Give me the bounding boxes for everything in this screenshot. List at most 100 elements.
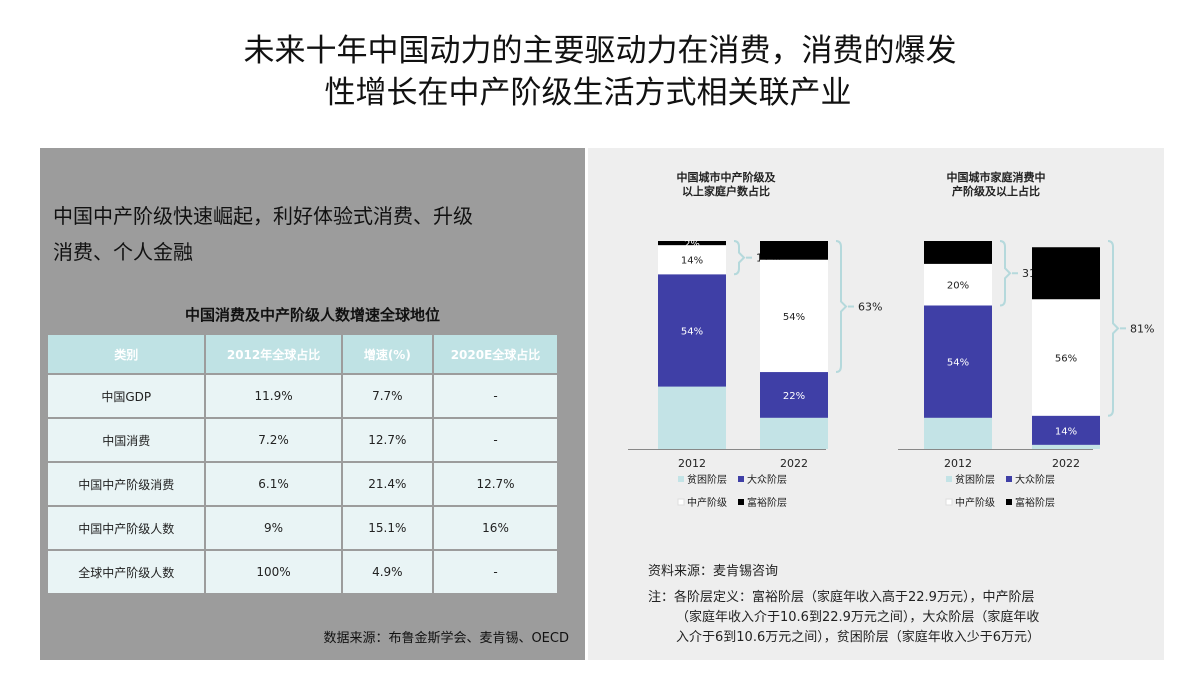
data-label: 14% [1055, 426, 1077, 437]
table-cell: 12.7% [434, 463, 557, 505]
slide-title: 未来十年中国动力的主要驱动力在消费，消费的爆发 性增长在中产阶级生活方式相关联产… [0, 30, 1200, 114]
legend-label: 贫困阶层 [687, 473, 727, 486]
legend-swatch [1006, 499, 1012, 505]
left-panel: 中国中产阶级快速崛起，利好体验式消费、升级 消费、个人金融 中国消费及中产阶级人… [40, 148, 585, 660]
legend-swatch [678, 476, 684, 482]
header-2012-share: 2012年全球占比 [206, 335, 341, 373]
legend-label: 大众阶层 [747, 473, 787, 486]
bar-segment [924, 263, 992, 306]
category-label: 2012 [678, 457, 706, 470]
bar-segment [924, 241, 992, 264]
chart-title: 中国城市家庭消费中 [947, 170, 1046, 184]
header-2020e-share: 2020E全球占比 [434, 335, 557, 373]
table-cell: 21.4% [342, 463, 433, 505]
table-source: 数据来源：布鲁金斯学会、麦肯锡、OECD [323, 631, 569, 646]
table-row: 全球中产阶级人数 100% 4.9% - [48, 551, 557, 593]
table-cell: 100% [206, 551, 341, 593]
legend-label: 贫困阶层 [955, 473, 995, 486]
table-cell: - [434, 375, 557, 417]
intro-text: 中国中产阶级快速崛起，利好体验式消费、升级 消费、个人金融 [53, 198, 573, 270]
table-cell: 12.7% [342, 419, 433, 461]
table-cell: 15.1% [342, 507, 433, 549]
bar-segment [1032, 247, 1100, 300]
title-line-1: 未来十年中国动力的主要驱动力在消费，消费的爆发 [243, 33, 957, 69]
table-cell: - [434, 551, 557, 593]
bar-segment [658, 245, 726, 275]
category-label: 2012 [944, 457, 972, 470]
category-label: 2022 [1052, 457, 1080, 470]
legend-label: 富裕阶层 [747, 496, 787, 509]
bar-segment [1032, 299, 1100, 416]
header-category: 类别 [48, 335, 205, 373]
data-label: 54% [783, 312, 805, 323]
bar-segment [658, 241, 726, 246]
legend-label: 大众阶层 [1015, 473, 1055, 486]
bracket-label: 81% [1130, 322, 1154, 335]
table-cell: 7.2% [206, 419, 341, 461]
note-line-3: 入介于6到10.6万元之间），贫困阶层（家庭年收入少于6万元） [676, 630, 1040, 645]
table-cell: 中国GDP [48, 375, 205, 417]
stacked-bar-charts: 中国城市中产阶级及以上家庭户数占比54%14%2%201217%22%54%20… [628, 170, 1154, 509]
table-row: 中国中产阶级人数 9% 15.1% 16% [48, 507, 557, 549]
legend-swatch [945, 498, 953, 506]
table-cell: 中国消费 [48, 419, 205, 461]
bar-segment [924, 417, 992, 449]
chart-title: 产阶级及以上占比 [952, 184, 1040, 198]
table-cell: 全球中产阶级人数 [48, 551, 205, 593]
legend-swatch [738, 476, 744, 482]
title-line-2: 性增长在中产阶级生活方式相关联产业 [324, 75, 852, 111]
table-cell: 6.1% [206, 463, 341, 505]
header-growth: 增速(%) [342, 335, 433, 373]
bracket [733, 240, 746, 276]
table-cell: 7.7% [342, 375, 433, 417]
legend-swatch [946, 476, 952, 482]
bracket [1107, 240, 1120, 417]
table-header-row: 类别 2012年全球占比 增速(%) 2020E全球占比 [48, 335, 557, 373]
note-line-2: （家庭年收入介于10.6到22.9万元之间），大众阶层（家庭年收 [676, 610, 1040, 625]
right-panel: 中国城市中产阶级及以上家庭户数占比54%14%2%201217%22%54%20… [588, 148, 1164, 660]
legend-swatch [677, 498, 685, 506]
data-label: 54% [681, 326, 703, 337]
data-label: 20% [947, 281, 969, 292]
legend-label: 中产阶级 [955, 496, 995, 509]
chart-source: 资料来源：麦肯锡咨询 [648, 564, 779, 579]
bracket-label: 63% [858, 301, 882, 314]
consumption-table: 类别 2012年全球占比 增速(%) 2020E全球占比 中国GDP 11.9%… [46, 333, 559, 595]
legend-swatch [1006, 476, 1012, 482]
bracket [835, 240, 848, 374]
table-row: 中国GDP 11.9% 7.7% - [48, 375, 557, 417]
chart-title: 以上家庭户数占比 [682, 184, 770, 198]
bar-segment [760, 372, 828, 418]
bar-segment [1032, 444, 1100, 449]
table-cell: 4.9% [342, 551, 433, 593]
table-cell: 中国中产阶级人数 [48, 507, 205, 549]
bar-segment [760, 241, 828, 260]
intro-line-2: 消费、个人金融 [53, 240, 193, 264]
table-cell: 11.9% [206, 375, 341, 417]
intro-line-1: 中国中产阶级快速崛起，利好体验式消费、升级 [53, 204, 473, 228]
data-label: 2% [684, 239, 700, 250]
class-definition-note: 注：各阶层定义：富裕阶层（家庭年收入高于22.9万元），中产阶层 （家庭年收入介… [648, 588, 1148, 648]
legend-label: 中产阶级 [687, 496, 727, 509]
bar-segment [658, 274, 726, 387]
category-label: 2022 [780, 457, 808, 470]
table-cell: - [434, 419, 557, 461]
bracket [999, 240, 1012, 307]
data-label: 22% [783, 391, 805, 402]
table-row: 中国消费 7.2% 12.7% - [48, 419, 557, 461]
table-cell: 9% [206, 507, 341, 549]
bar-segment [658, 386, 726, 449]
note-line-1: 注：各阶层定义：富裕阶层（家庭年收入高于22.9万元），中产阶层 [648, 590, 1035, 605]
chart-title: 中国城市中产阶级及 [677, 170, 777, 184]
legend-swatch [738, 499, 744, 505]
data-label: 56% [1055, 353, 1077, 364]
legend-label: 富裕阶层 [1015, 496, 1055, 509]
table-cell: 中国中产阶级消费 [48, 463, 205, 505]
table-cell: 16% [434, 507, 557, 549]
bar-segment [760, 259, 828, 373]
data-label: 54% [947, 358, 969, 369]
table-row: 中国中产阶级消费 6.1% 21.4% 12.7% [48, 463, 557, 505]
data-label: 14% [681, 256, 703, 267]
bar-segment [760, 417, 828, 449]
table-title: 中国消费及中产阶级人数增速全球地位 [184, 306, 440, 324]
